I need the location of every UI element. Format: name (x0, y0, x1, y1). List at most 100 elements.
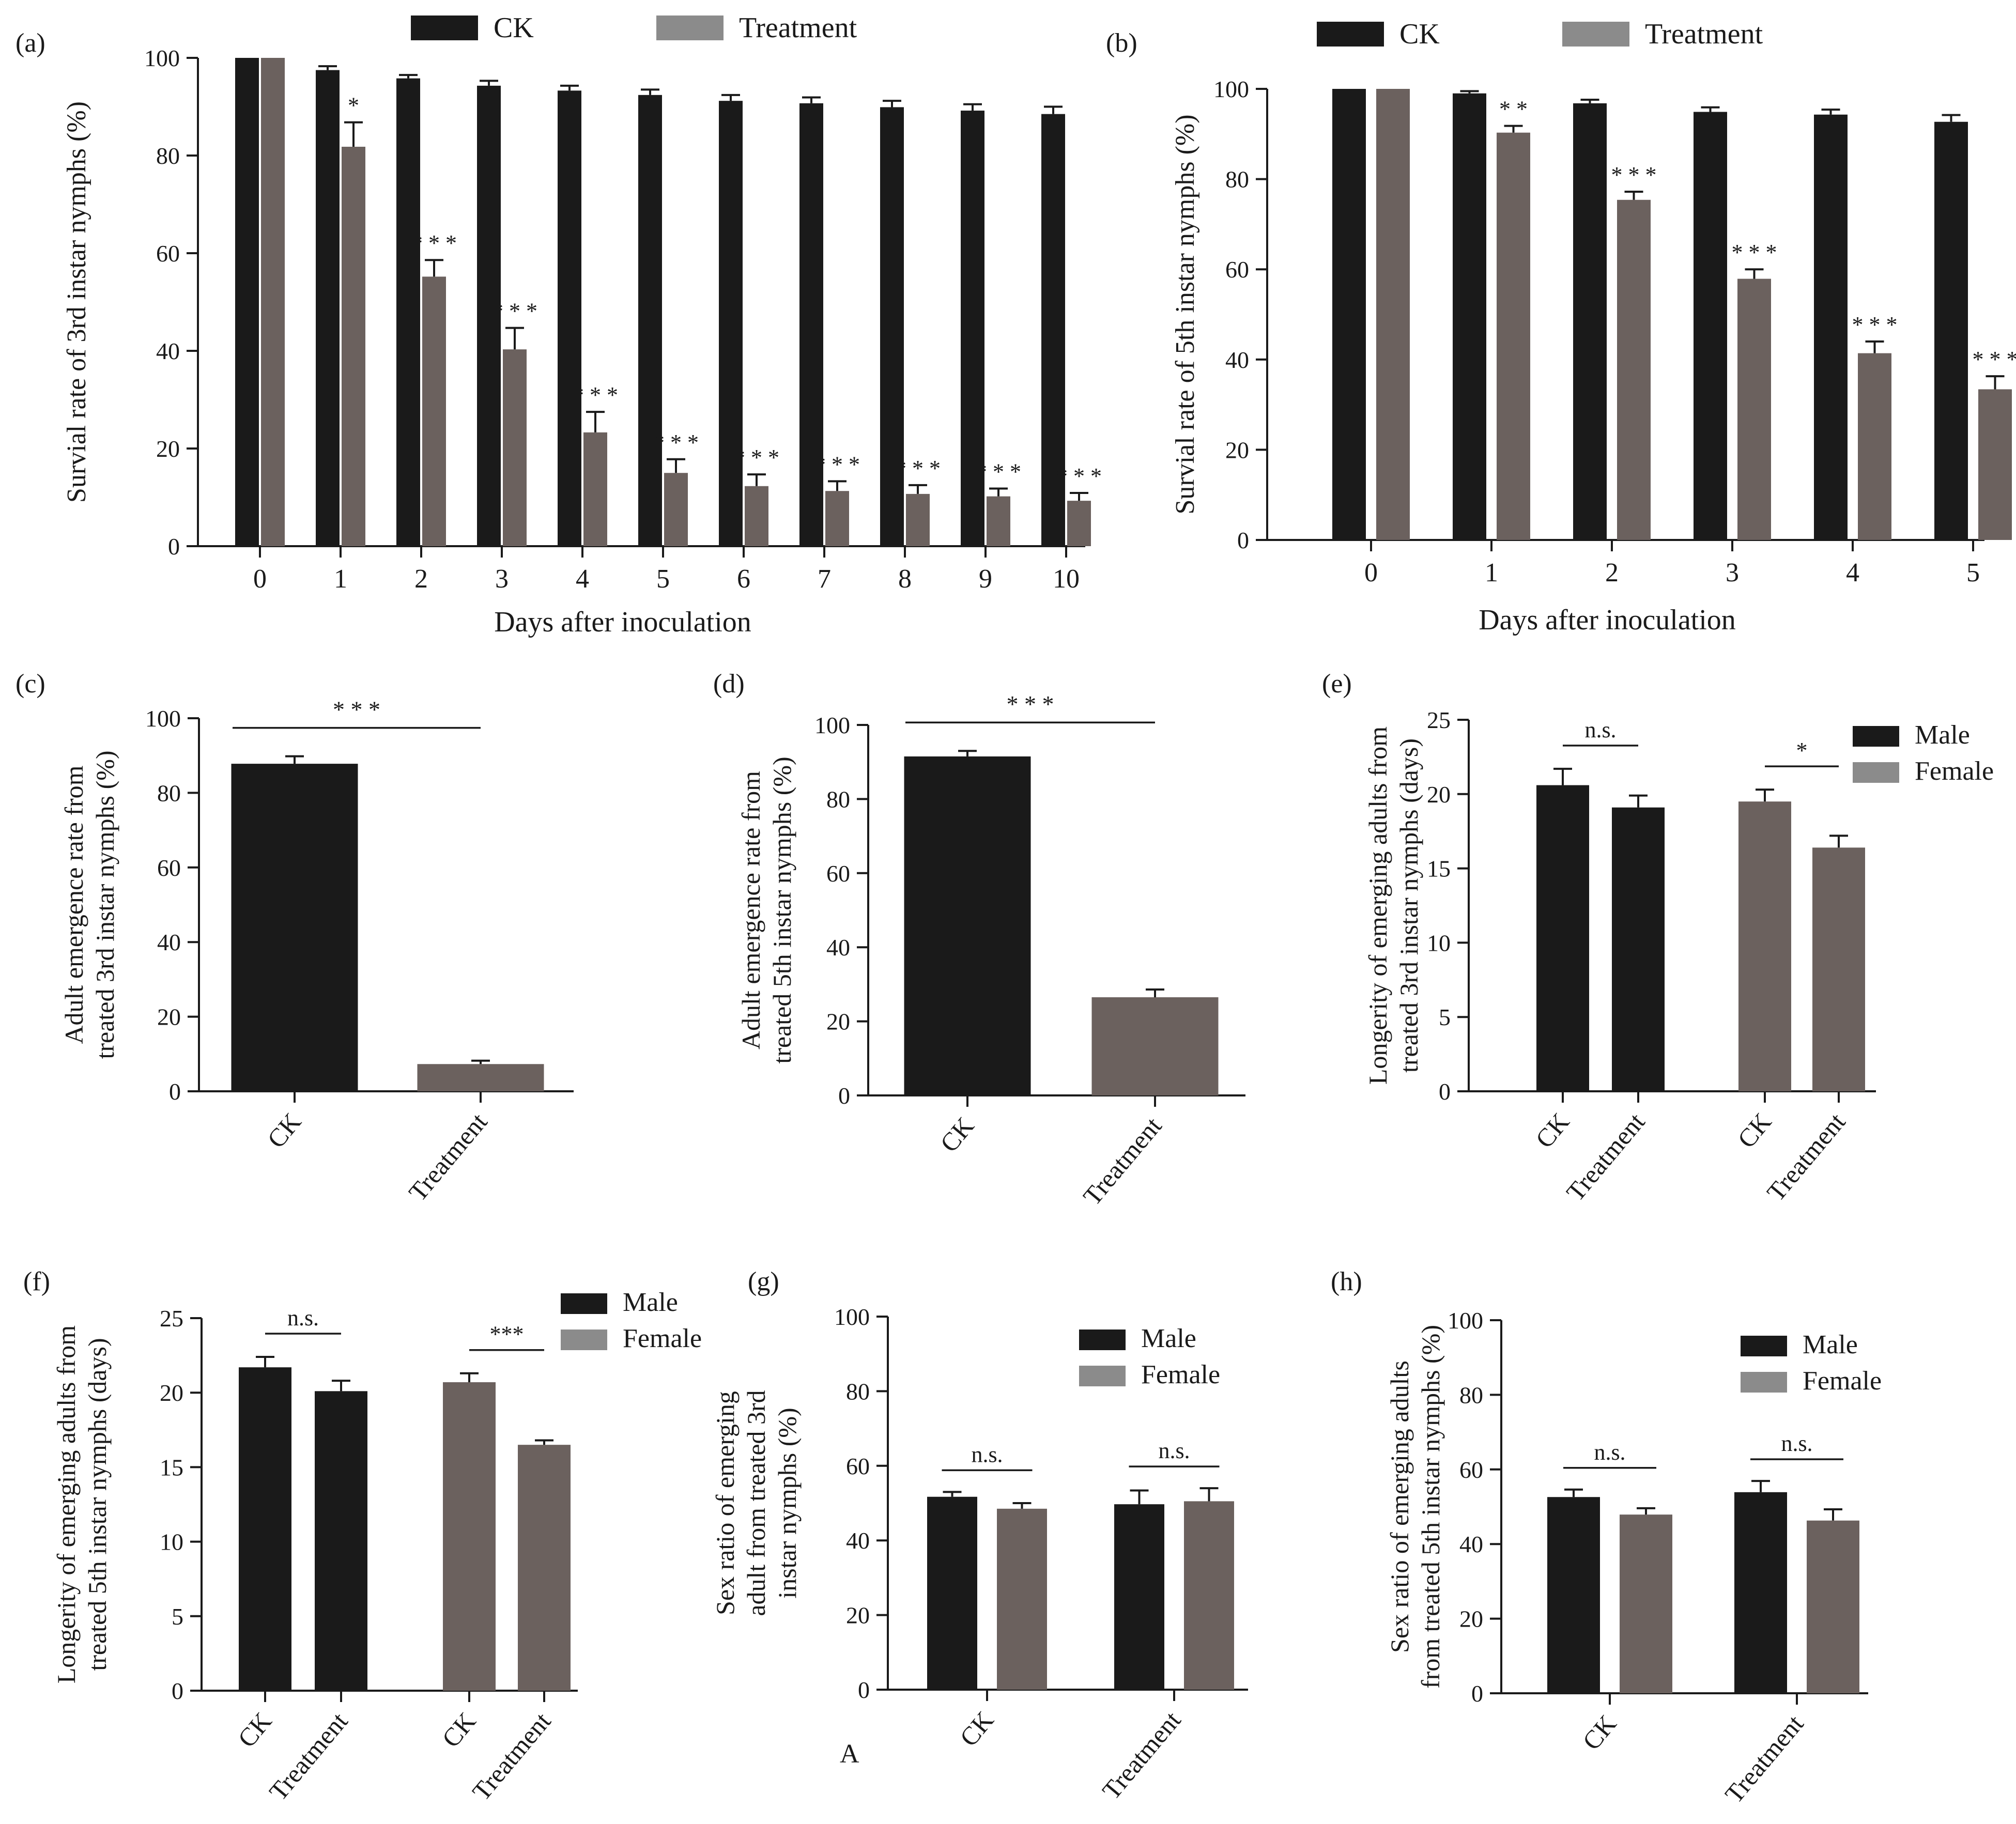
y-axis-label: Sex ratio of emerging adults (1385, 1361, 1414, 1653)
y-tick-label: 40 (846, 1527, 870, 1554)
bar-treatment (1376, 89, 1410, 540)
y-axis-label: treated 5th instar nymphs (days) (83, 1338, 112, 1671)
y-tick-label: 25 (1427, 707, 1451, 733)
bar-treatment (1858, 353, 1891, 540)
significance-mark: * * * (895, 456, 941, 481)
significance-mark: * * * (1611, 162, 1657, 188)
legend-label: Treatment (1645, 18, 1763, 50)
bar (1612, 807, 1665, 1091)
legend-swatch (1079, 1330, 1126, 1350)
y-tick-label: 0 (858, 1677, 870, 1703)
panel-label: (a) (16, 28, 45, 58)
y-tick-label: 60 (1225, 256, 1249, 283)
x-tick-label: 0 (1364, 558, 1378, 588)
legend-label: Female (1141, 1360, 1220, 1389)
y-tick-label: 40 (1459, 1531, 1483, 1557)
y-axis-label: treated 5th instar nymphs (%) (767, 756, 796, 1063)
x-tick-label: 2 (1605, 558, 1619, 588)
x-tick-label: Treatment (467, 1707, 557, 1806)
bar-male (1114, 1504, 1164, 1690)
y-tick-label: 100 (1213, 76, 1249, 102)
legend-label: Female (1803, 1366, 1882, 1396)
bar (518, 1445, 571, 1691)
x-tick-label: 3 (495, 564, 509, 594)
bar (239, 1367, 291, 1691)
legend-label: Female (623, 1324, 702, 1353)
x-tick-label: 7 (818, 564, 831, 594)
significance-mark: * * * (653, 430, 699, 455)
x-tick-label: CK (261, 1107, 307, 1153)
y-axis-label: Survial rate of 3rd instar nymphs (%) (62, 101, 91, 503)
bar-treatment (1067, 501, 1091, 546)
significance-mark: * * * (1732, 240, 1777, 265)
bar-treatment (342, 146, 365, 546)
significance-mark: * * * (411, 230, 457, 256)
panel-label: (e) (1322, 669, 1352, 699)
bar-ck (231, 764, 358, 1091)
y-tick-label: 60 (157, 855, 181, 881)
significance-mark: n.s. (1158, 1438, 1190, 1463)
x-tick-label: Treatment (1761, 1107, 1851, 1207)
panel-label: (d) (713, 669, 745, 699)
y-axis-label: Survial rate of 5th instar nymphs (%) (1171, 114, 1200, 514)
bar-treatment (503, 349, 527, 546)
panel-b: (b) 0 20 40 60 80 100 0 1 * * 2 * * * 3 * * * 4 * * * 5 *… (1106, 18, 2016, 636)
bar-ck (799, 103, 823, 546)
y-tick-label: 60 (156, 240, 180, 267)
x-tick-label: Treatment (1561, 1107, 1651, 1207)
legend-label: Treatment (739, 12, 857, 44)
bar-male (1734, 1492, 1787, 1693)
bar-female (997, 1508, 1047, 1690)
significance-mark: * * * (1007, 691, 1054, 717)
significance-mark: * * * (1852, 312, 1898, 337)
significance-mark: n.s. (287, 1305, 319, 1331)
bar-female (1807, 1520, 1859, 1693)
legend-swatch (1079, 1366, 1126, 1386)
y-axis-label: instar nymphs (%) (773, 1408, 802, 1598)
y-tick-label: 100 (814, 712, 850, 738)
panel-label: (c) (16, 669, 45, 699)
bar (1812, 847, 1865, 1091)
y-tick-label: 0 (172, 1678, 183, 1704)
y-axis-label: Adult emergence rate from (736, 771, 765, 1049)
bar-female (1620, 1514, 1672, 1693)
significance-mark: * (1796, 738, 1808, 763)
bar-ck (235, 58, 259, 546)
significance-mark: * * * (814, 452, 860, 477)
x-tick-label: 6 (737, 564, 750, 594)
y-tick-label: 0 (1237, 527, 1249, 553)
y-tick-label: 40 (156, 338, 180, 364)
x-tick-label: CK (436, 1707, 482, 1753)
bar-treatment (1617, 199, 1651, 540)
y-tick-label: 40 (157, 929, 181, 955)
y-tick-label: 0 (169, 1078, 181, 1105)
bar-female (1184, 1501, 1234, 1690)
bar (315, 1391, 367, 1691)
y-tick-label: 15 (160, 1454, 183, 1480)
y-tick-label: 5 (1439, 1004, 1451, 1030)
y-tick-label: 20 (846, 1602, 870, 1629)
bar-ck (1453, 93, 1486, 540)
bar-treatment (417, 1064, 544, 1091)
bar-treatment (261, 58, 285, 546)
legend-label: CK (1399, 18, 1440, 50)
bar-treatment (583, 432, 607, 546)
y-tick-label: 0 (1439, 1078, 1451, 1105)
legend-swatch (1741, 1336, 1787, 1356)
y-tick-label: 80 (1459, 1382, 1483, 1408)
significance-mark: * * * (976, 459, 1021, 484)
y-tick-label: 80 (826, 786, 850, 812)
panel-h: (h) 0 20 40 60 80 100 CK n.s. Treatment n.s. Sex ra… (1331, 1267, 1882, 1808)
significance-mark: * (348, 93, 359, 118)
y-tick-label: 0 (1471, 1680, 1483, 1707)
x-tick-label: CK (232, 1707, 278, 1753)
x-tick-label: 0 (253, 564, 267, 594)
x-tick-label: Treatment (1097, 1706, 1187, 1805)
y-axis-label: Adult emergence rate from (59, 765, 88, 1044)
y-tick-label: 0 (838, 1083, 850, 1109)
bar-treatment (987, 496, 1010, 546)
x-tick-label: CK (1732, 1107, 1777, 1153)
x-tick-label: 10 (1053, 564, 1080, 594)
y-axis-label: Longerity of emerging adults from (52, 1325, 81, 1683)
y-tick-label: 0 (168, 533, 180, 560)
